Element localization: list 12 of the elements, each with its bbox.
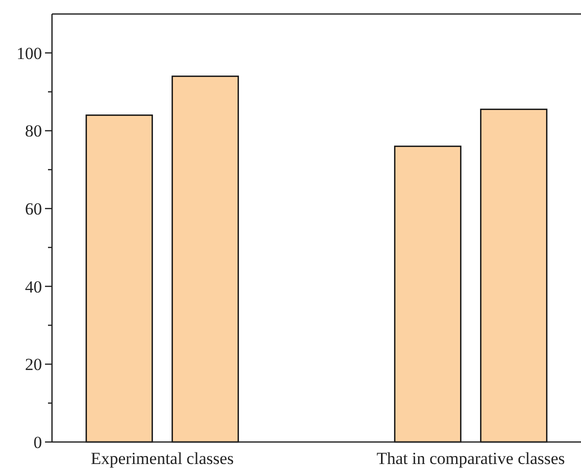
y-tick-label: 80 — [25, 122, 42, 141]
x-tick-label: That in comparative classes — [376, 449, 565, 468]
bar — [172, 76, 239, 443]
y-tick-label: 0 — [34, 432, 42, 452]
y-tick-label: 40 — [25, 277, 42, 296]
bar — [480, 108, 548, 443]
bar — [86, 114, 153, 443]
bar — [394, 146, 462, 443]
y-tick-label: 20 — [25, 355, 42, 374]
y-tick-label: 100 — [16, 44, 42, 63]
x-tick-label: Experimental classes — [90, 449, 234, 468]
y-tick-label: 60 — [25, 199, 42, 218]
